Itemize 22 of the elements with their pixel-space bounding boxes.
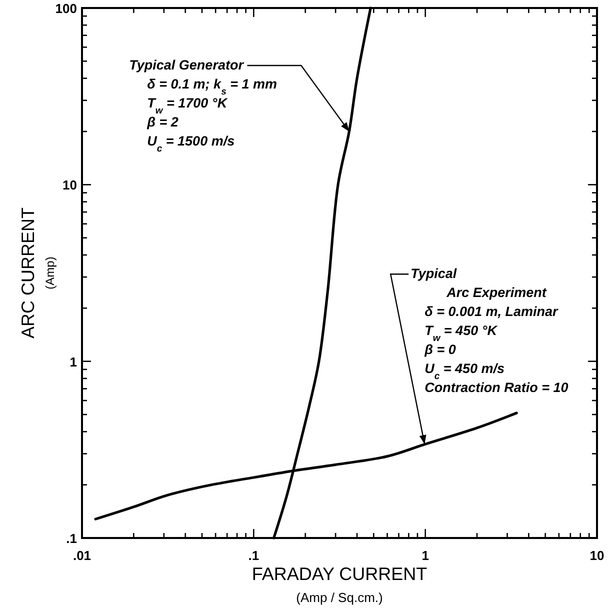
y-tick-label: 1 — [70, 354, 77, 370]
annotation: Contraction Ratio = 10 — [424, 380, 569, 396]
annotation: Arc Experiment — [446, 285, 547, 300]
annotation: β = 0 — [424, 342, 456, 358]
x-tick-label: .01 — [72, 548, 92, 563]
y-tick-label: .1 — [66, 531, 77, 546]
y-tick-label: 10 — [62, 178, 77, 193]
annotation: T$_{w}$ = 1700 °K — [147, 95, 228, 116]
annotation: δ = 0.1 m; k$_{s}$ = 1 mm — [147, 76, 277, 97]
x-tick-label: .1 — [248, 548, 260, 563]
y-tick-label: 100 — [55, 1, 77, 16]
x-tick-label: 10 — [590, 548, 604, 563]
x-tick-label: 1 — [422, 548, 429, 563]
annotation: Typical Generator — [129, 57, 244, 72]
y-axis-title: ARC CURRENT (Amp) — [18, 207, 57, 339]
annotation: β = 2 — [146, 114, 179, 130]
annotation: U$_{c}$ = 1500 m/s — [147, 133, 236, 154]
x-axis-title: FARADAY CURRENT (Amp / Sq.cm.) — [252, 564, 428, 605]
annotation: δ = 0.001 m, Laminar — [424, 304, 559, 320]
annotation: T$_{w}$ = 450 °K — [424, 323, 498, 344]
annotation: Typical — [410, 266, 457, 282]
annotation: U$_{c}$ = 450 m/s — [424, 361, 505, 382]
